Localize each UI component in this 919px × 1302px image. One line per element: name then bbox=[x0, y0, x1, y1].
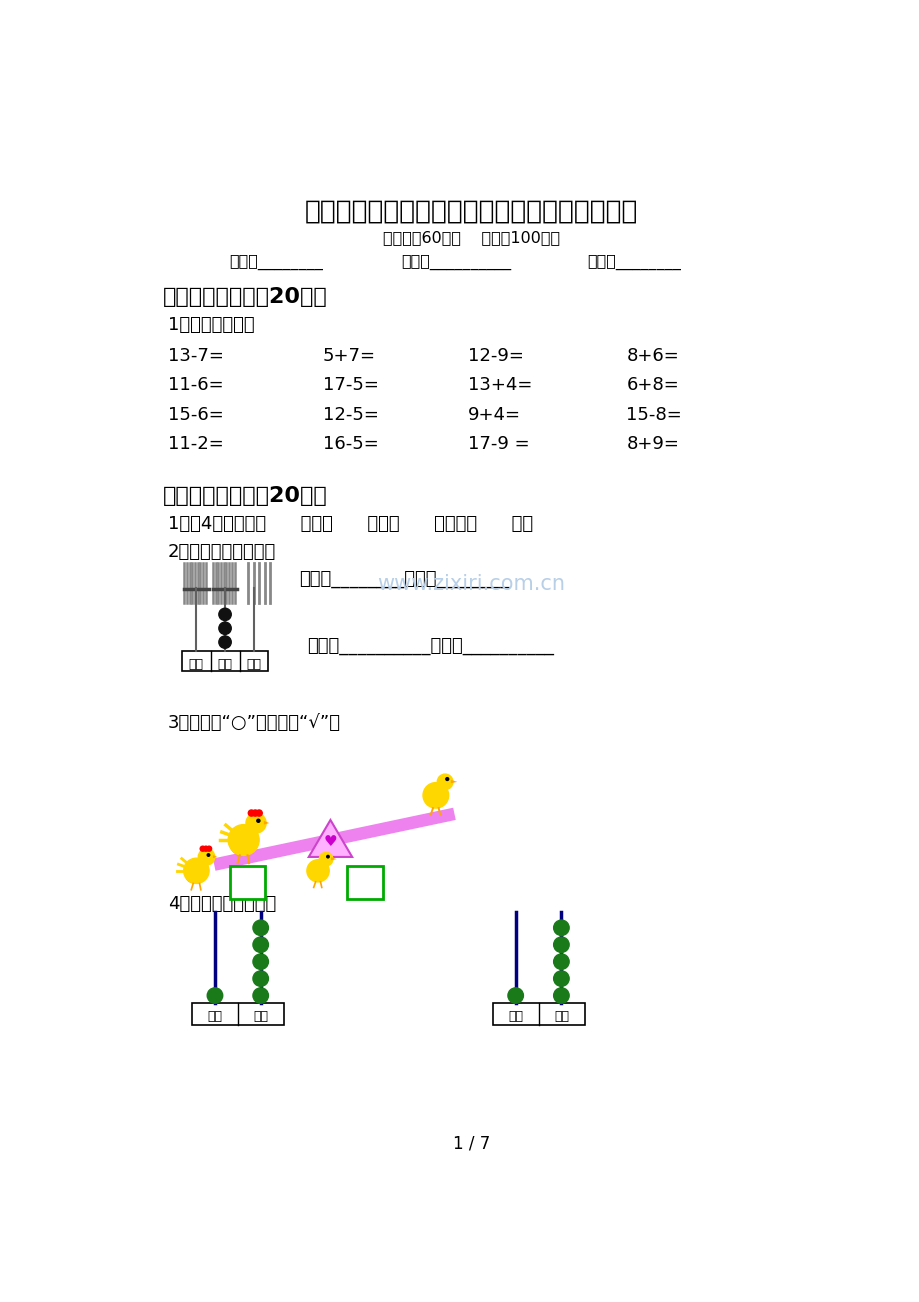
Circle shape bbox=[256, 819, 260, 823]
Circle shape bbox=[219, 608, 231, 621]
Text: 16-5=: 16-5= bbox=[323, 435, 378, 453]
Text: 11-6=: 11-6= bbox=[167, 376, 223, 395]
Text: www.zixiri.com.cn: www.zixiri.com.cn bbox=[377, 574, 565, 594]
Text: 部编人教版一年级数学下册期中考试卷（全面）: 部编人教版一年级数学下册期中考试卷（全面） bbox=[304, 199, 638, 224]
Text: ♥: ♥ bbox=[323, 835, 337, 849]
FancyBboxPatch shape bbox=[192, 1004, 284, 1025]
Circle shape bbox=[253, 954, 268, 970]
FancyBboxPatch shape bbox=[493, 1004, 584, 1025]
Text: 17-9 =: 17-9 = bbox=[467, 435, 528, 453]
Circle shape bbox=[425, 792, 441, 807]
Circle shape bbox=[437, 775, 452, 790]
Circle shape bbox=[207, 854, 210, 857]
Circle shape bbox=[553, 921, 569, 935]
Circle shape bbox=[253, 937, 268, 953]
Text: （时间：60分钟    分数：100分）: （时间：60分钟 分数：100分） bbox=[382, 230, 560, 245]
Text: 17-5=: 17-5= bbox=[323, 376, 378, 395]
Text: 二、填空题。（內20分）: 二、填空题。（內20分） bbox=[163, 486, 327, 505]
Circle shape bbox=[207, 846, 211, 852]
Circle shape bbox=[253, 988, 268, 1004]
Text: 读作：__________写作：__________: 读作：__________写作：__________ bbox=[307, 638, 553, 655]
Polygon shape bbox=[331, 857, 336, 861]
Circle shape bbox=[207, 988, 222, 1004]
Circle shape bbox=[248, 810, 255, 816]
Text: 一、计算小能手（20分）: 一、计算小能手（20分） bbox=[163, 288, 327, 307]
Circle shape bbox=[231, 835, 250, 854]
FancyBboxPatch shape bbox=[230, 866, 265, 898]
Text: 百位: 百位 bbox=[188, 658, 203, 671]
Text: 15-8=: 15-8= bbox=[626, 406, 682, 423]
Polygon shape bbox=[264, 820, 269, 824]
Circle shape bbox=[255, 810, 262, 816]
Text: 十位: 十位 bbox=[217, 658, 233, 671]
FancyBboxPatch shape bbox=[347, 866, 382, 898]
Text: 13+4=: 13+4= bbox=[467, 376, 531, 395]
Text: 班级：________: 班级：________ bbox=[230, 255, 323, 270]
Text: 12-5=: 12-5= bbox=[323, 406, 378, 423]
Circle shape bbox=[319, 853, 333, 866]
Circle shape bbox=[253, 971, 268, 987]
Text: 读作：________写作：________: 读作：________写作：________ bbox=[299, 570, 509, 589]
Text: 个位: 个位 bbox=[246, 658, 261, 671]
Text: 11-2=: 11-2= bbox=[167, 435, 223, 453]
Text: 8+6=: 8+6= bbox=[626, 348, 678, 365]
Text: 1、直接写得数。: 1、直接写得数。 bbox=[167, 316, 254, 335]
Polygon shape bbox=[450, 780, 457, 784]
Circle shape bbox=[199, 849, 214, 865]
Circle shape bbox=[423, 783, 448, 809]
Polygon shape bbox=[309, 820, 352, 857]
Text: 13-7=: 13-7= bbox=[167, 348, 223, 365]
Circle shape bbox=[245, 812, 266, 833]
Text: 1 / 7: 1 / 7 bbox=[452, 1134, 490, 1152]
Text: 姓名：__________: 姓名：__________ bbox=[402, 255, 511, 270]
Circle shape bbox=[252, 810, 258, 816]
Circle shape bbox=[309, 867, 323, 880]
Text: 4、写一写，读一读。: 4、写一写，读一读。 bbox=[167, 896, 276, 914]
Circle shape bbox=[507, 988, 523, 1004]
Circle shape bbox=[446, 777, 448, 780]
Circle shape bbox=[184, 858, 209, 884]
Circle shape bbox=[307, 859, 329, 881]
Text: 分数：________: 分数：________ bbox=[587, 255, 681, 270]
Text: 15-6=: 15-6= bbox=[167, 406, 223, 423]
Circle shape bbox=[326, 855, 329, 858]
Circle shape bbox=[553, 954, 569, 970]
FancyBboxPatch shape bbox=[181, 651, 268, 672]
Circle shape bbox=[553, 988, 569, 1004]
Circle shape bbox=[186, 866, 202, 883]
Circle shape bbox=[553, 937, 569, 953]
Text: 个位: 个位 bbox=[253, 1010, 268, 1023]
Text: 个位: 个位 bbox=[553, 1010, 568, 1023]
Circle shape bbox=[228, 824, 259, 855]
Circle shape bbox=[200, 846, 205, 852]
Polygon shape bbox=[212, 855, 217, 858]
Text: 1、比4小的数有（      ），（      ），（      ）还有（      ）。: 1、比4小的数有（ ），（ ），（ ）还有（ ）。 bbox=[167, 516, 532, 533]
Text: 8+9=: 8+9= bbox=[626, 435, 678, 453]
Text: 3、轻的画“○”，重的画“√”。: 3、轻的画“○”，重的画“√”。 bbox=[167, 715, 340, 733]
Circle shape bbox=[203, 846, 209, 852]
Circle shape bbox=[553, 971, 569, 987]
Text: 十位: 十位 bbox=[208, 1010, 222, 1023]
Text: 6+8=: 6+8= bbox=[626, 376, 678, 395]
Text: 12-9=: 12-9= bbox=[467, 348, 523, 365]
Text: 十位: 十位 bbox=[507, 1010, 523, 1023]
Text: 9+4=: 9+4= bbox=[467, 406, 520, 423]
Text: 5+7=: 5+7= bbox=[323, 348, 375, 365]
Circle shape bbox=[219, 635, 231, 648]
Text: 2、我会读，我会写。: 2、我会读，我会写。 bbox=[167, 543, 276, 561]
Circle shape bbox=[253, 921, 268, 935]
Circle shape bbox=[219, 622, 231, 634]
